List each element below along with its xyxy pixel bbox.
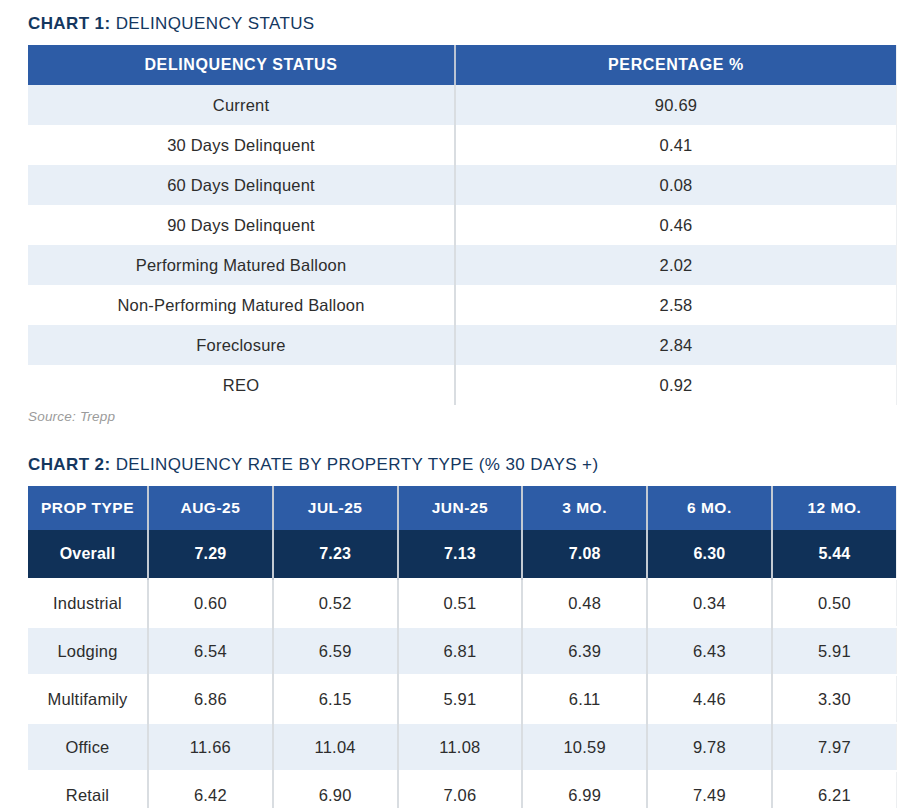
chart2-title: CHART 2: DELINQUENCY RATE BY PROPERTY TY… xyxy=(28,455,897,475)
table-row: REO 0.92 xyxy=(28,365,897,405)
value-cell: 7.97 xyxy=(772,723,897,771)
table-row: Non-Performing Matured Balloon 2.58 xyxy=(28,285,897,325)
value-cell: 6.42 xyxy=(148,771,273,808)
row-label-cell: Current xyxy=(28,85,455,125)
value-cell: 11.66 xyxy=(148,723,273,771)
chart1-title: CHART 1: DELINQUENCY STATUS xyxy=(28,14,897,34)
table-row: Performing Matured Balloon 2.02 xyxy=(28,245,897,285)
value-cell: 2.02 xyxy=(455,245,897,285)
row-label-cell: 90 Days Delinquent xyxy=(28,205,455,245)
value-cell: 2.84 xyxy=(455,325,897,365)
value-cell: 7.06 xyxy=(398,771,523,808)
table-row: Office 11.66 11.04 11.08 10.59 9.78 7.97 xyxy=(28,723,897,771)
value-cell: 5.91 xyxy=(398,675,523,723)
col-header-jul25: JUL-25 xyxy=(273,486,398,530)
value-cell: 0.08 xyxy=(455,165,897,205)
value-cell: 0.41 xyxy=(455,125,897,165)
value-cell: 4.46 xyxy=(647,675,772,723)
value-cell: 9.78 xyxy=(647,723,772,771)
table-row: 30 Days Delinquent 0.41 xyxy=(28,125,897,165)
row-label-cell: Lodging xyxy=(28,627,148,675)
row-label-cell: 30 Days Delinquent xyxy=(28,125,455,165)
value-cell: 11.08 xyxy=(398,723,523,771)
col-header-3mo: 3 MO. xyxy=(522,486,647,530)
table-header-row: PROP TYPE AUG-25 JUL-25 JUN-25 3 MO. 6 M… xyxy=(28,486,897,530)
col-header-6mo: 6 MO. xyxy=(647,486,772,530)
value-cell: 6.30 xyxy=(647,530,772,579)
value-cell: 0.51 xyxy=(398,579,523,627)
col-header-aug25: AUG-25 xyxy=(148,486,273,530)
chart2-title-text: DELINQUENCY RATE BY PROPERTY TYPE (% 30 … xyxy=(111,455,599,474)
value-cell: 6.15 xyxy=(273,675,398,723)
value-cell: 2.58 xyxy=(455,285,897,325)
value-cell: 0.34 xyxy=(647,579,772,627)
row-label-cell: Overall xyxy=(28,530,148,579)
row-label-cell: Foreclosure xyxy=(28,325,455,365)
chart1-section: CHART 1: DELINQUENCY STATUS DELINQUENCY … xyxy=(28,14,897,424)
chart2-title-prefix: CHART 2: xyxy=(28,455,111,474)
table-row: Multifamily 6.86 6.15 5.91 6.11 4.46 3.3… xyxy=(28,675,897,723)
delinquency-by-property-type-table: PROP TYPE AUG-25 JUL-25 JUN-25 3 MO. 6 M… xyxy=(28,486,897,808)
chart1-source-attribution: Source: Trepp xyxy=(28,409,897,424)
value-cell: 7.08 xyxy=(522,530,647,579)
value-cell: 6.99 xyxy=(522,771,647,808)
value-cell: 11.04 xyxy=(273,723,398,771)
value-cell: 0.50 xyxy=(772,579,897,627)
table-row-overall: Overall 7.29 7.23 7.13 7.08 6.30 5.44 xyxy=(28,530,897,579)
value-cell: 5.91 xyxy=(772,627,897,675)
value-cell: 6.54 xyxy=(148,627,273,675)
col-header-percentage: PERCENTAGE % xyxy=(455,45,897,85)
value-cell: 7.23 xyxy=(273,530,398,579)
table-header-row: DELINQUENCY STATUS PERCENTAGE % xyxy=(28,45,897,85)
value-cell: 6.86 xyxy=(148,675,273,723)
row-label-cell: Office xyxy=(28,723,148,771)
value-cell: 6.90 xyxy=(273,771,398,808)
row-label-cell: Multifamily xyxy=(28,675,148,723)
row-label-cell: Performing Matured Balloon xyxy=(28,245,455,285)
table-row: 90 Days Delinquent 0.46 xyxy=(28,205,897,245)
col-header-jun25: JUN-25 xyxy=(398,486,523,530)
table-row: Foreclosure 2.84 xyxy=(28,325,897,365)
value-cell: 6.21 xyxy=(772,771,897,808)
col-header-prop-type: PROP TYPE xyxy=(28,486,148,530)
value-cell: 6.39 xyxy=(522,627,647,675)
value-cell: 0.48 xyxy=(522,579,647,627)
value-cell: 10.59 xyxy=(522,723,647,771)
value-cell: 0.46 xyxy=(455,205,897,245)
delinquency-status-table: DELINQUENCY STATUS PERCENTAGE % Current … xyxy=(28,45,897,405)
table-row: Industrial 0.60 0.52 0.51 0.48 0.34 0.50 xyxy=(28,579,897,627)
report-page: CHART 1: DELINQUENCY STATUS DELINQUENCY … xyxy=(0,0,922,808)
chart1-title-text: DELINQUENCY STATUS xyxy=(111,14,315,33)
col-header-delinquency-status: DELINQUENCY STATUS xyxy=(28,45,455,85)
value-cell: 3.30 xyxy=(772,675,897,723)
value-cell: 5.44 xyxy=(772,530,897,579)
value-cell: 6.43 xyxy=(647,627,772,675)
value-cell: 7.29 xyxy=(148,530,273,579)
row-label-cell: Non-Performing Matured Balloon xyxy=(28,285,455,325)
value-cell: 0.60 xyxy=(148,579,273,627)
value-cell: 90.69 xyxy=(455,85,897,125)
col-header-12mo: 12 MO. xyxy=(772,486,897,530)
table-row: Lodging 6.54 6.59 6.81 6.39 6.43 5.91 xyxy=(28,627,897,675)
row-label-cell: Retail xyxy=(28,771,148,808)
row-label-cell: REO xyxy=(28,365,455,405)
row-label-cell: Industrial xyxy=(28,579,148,627)
value-cell: 7.49 xyxy=(647,771,772,808)
table-row: 60 Days Delinquent 0.08 xyxy=(28,165,897,205)
value-cell: 6.81 xyxy=(398,627,523,675)
table-row: Retail 6.42 6.90 7.06 6.99 7.49 6.21 xyxy=(28,771,897,808)
value-cell: 6.59 xyxy=(273,627,398,675)
value-cell: 6.11 xyxy=(522,675,647,723)
value-cell: 0.52 xyxy=(273,579,398,627)
row-label-cell: 60 Days Delinquent xyxy=(28,165,455,205)
table-row: Current 90.69 xyxy=(28,85,897,125)
chart1-title-prefix: CHART 1: xyxy=(28,14,111,33)
value-cell: 0.92 xyxy=(455,365,897,405)
value-cell: 7.13 xyxy=(398,530,523,579)
chart2-section: CHART 2: DELINQUENCY RATE BY PROPERTY TY… xyxy=(28,455,897,808)
